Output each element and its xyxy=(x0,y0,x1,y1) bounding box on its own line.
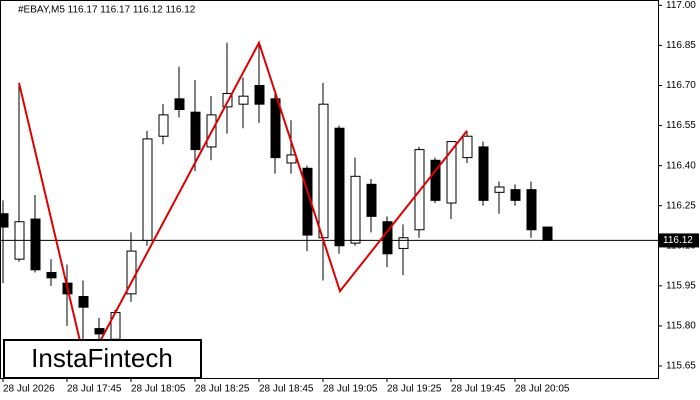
y-tick-label: 115.95 xyxy=(666,280,696,291)
x-tick-label: 28 Jul 2026 xyxy=(3,384,55,395)
y-tick-label: 116.85 xyxy=(666,40,696,51)
y-tick-label: 115.65 xyxy=(666,361,696,372)
candle-body xyxy=(318,103,329,239)
chart-title: #EBAY,M5 116.17 116.17 116.12 116.12 xyxy=(18,5,196,16)
x-tick-label: 28 Jul 18:25 xyxy=(195,384,250,395)
candle-body xyxy=(478,146,489,201)
candle-body xyxy=(302,167,313,236)
candle-body xyxy=(78,296,89,308)
current-price-label: 116.12 xyxy=(663,235,693,246)
candle-body xyxy=(270,98,281,159)
candle-body xyxy=(174,98,185,111)
candle-body xyxy=(254,84,265,105)
candle-body xyxy=(190,111,201,151)
candle-body xyxy=(542,226,553,241)
candle-body xyxy=(526,189,537,231)
x-tick-label: 28 Jul 20:05 xyxy=(515,384,570,395)
candle-body xyxy=(510,189,521,201)
plot-frame xyxy=(0,0,659,379)
candle-body xyxy=(462,135,473,159)
x-tick-label: 28 Jul 18:05 xyxy=(131,384,186,395)
candle-body xyxy=(446,141,457,204)
y-tick-label: 116.55 xyxy=(666,120,696,131)
candle-body xyxy=(366,183,377,217)
current-price-box xyxy=(659,233,699,248)
y-tick-label: 116.25 xyxy=(666,200,696,211)
x-tick-label: 28 Jul 17:45 xyxy=(67,384,122,395)
y-tick-label: 117.00 xyxy=(666,0,696,11)
candle-body xyxy=(430,159,441,201)
brand-text: InstaFintech xyxy=(31,343,173,373)
candle-body xyxy=(238,95,249,105)
candle-body xyxy=(398,237,409,249)
candle-body xyxy=(350,175,361,244)
candle-body xyxy=(334,127,345,247)
candle-body xyxy=(142,138,153,241)
x-tick-label: 28 Jul 19:25 xyxy=(387,384,442,395)
candle-body xyxy=(494,186,505,193)
x-tick-label: 28 Jul 19:45 xyxy=(451,384,506,395)
x-tick-label: 28 Jul 19:05 xyxy=(323,384,378,395)
x-tick-label: 28 Jul 18:45 xyxy=(259,384,314,395)
candle-body xyxy=(30,218,41,271)
pattern-line xyxy=(18,40,468,371)
candle-body xyxy=(46,271,57,279)
brand-box xyxy=(3,339,202,379)
y-tick-label: 115.80 xyxy=(666,321,696,332)
y-tick-label: 116.40 xyxy=(666,160,696,171)
candle-body xyxy=(0,213,9,228)
candle-body xyxy=(286,154,297,164)
y-tick-label: 116.70 xyxy=(666,80,696,91)
candle-body xyxy=(158,114,169,137)
candle-body xyxy=(94,328,105,335)
